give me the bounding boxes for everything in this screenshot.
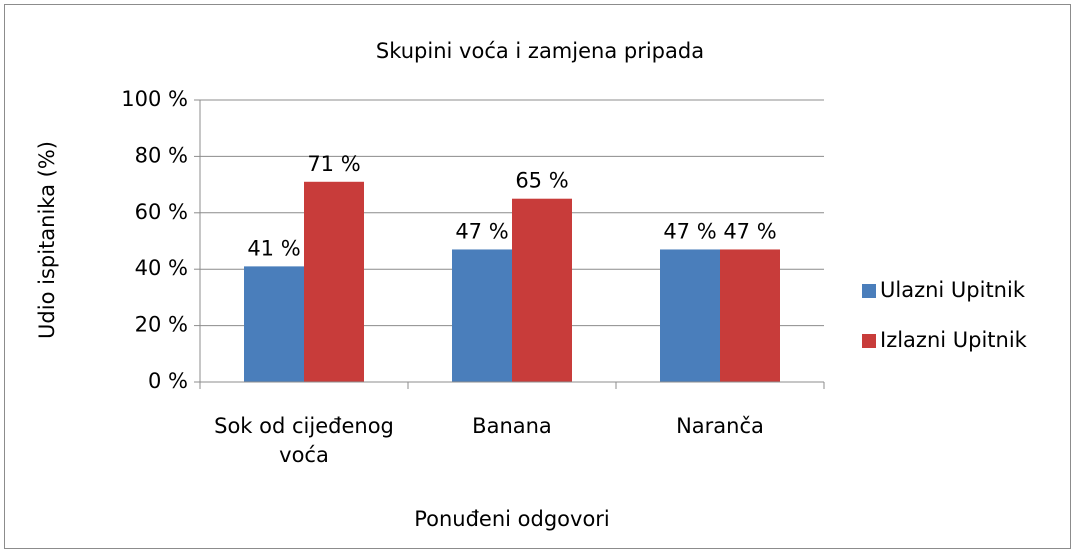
chart-title: Skupini voća i zamjena pripada <box>376 39 704 63</box>
bar <box>304 181 364 382</box>
x-tick-label: Banana <box>472 414 552 438</box>
legend-label: Ulazni Upitnik <box>880 278 1026 302</box>
data-label: 41 % <box>247 236 300 260</box>
y-tick-label: 80 % <box>135 143 188 167</box>
bar <box>720 249 780 382</box>
bar <box>512 198 572 382</box>
x-axis-title: Ponuđeni odgovori <box>414 507 610 531</box>
legend-swatch <box>862 334 876 348</box>
y-tick-label: 100 % <box>121 87 188 111</box>
data-label: 71 % <box>307 152 360 176</box>
bar <box>452 249 512 382</box>
legend-label: Izlazni Upitnik <box>880 328 1028 352</box>
y-tick-label: 0 % <box>148 369 188 393</box>
data-label: 47 % <box>455 219 508 243</box>
legend-swatch <box>862 284 876 298</box>
bar <box>660 249 720 382</box>
y-axis-title: Udio ispitanika (%) <box>35 141 59 339</box>
y-tick-label: 60 % <box>135 200 188 224</box>
data-label: 47 % <box>723 219 776 243</box>
y-tick-label: 20 % <box>135 313 188 337</box>
x-tick-label: Sok od cijeđenog voća <box>214 414 394 467</box>
x-tick-label: Naranča <box>676 414 764 438</box>
data-label: 47 % <box>663 219 716 243</box>
y-tick-label: 40 % <box>135 256 188 280</box>
bar <box>244 266 304 382</box>
data-label: 65 % <box>515 169 568 193</box>
